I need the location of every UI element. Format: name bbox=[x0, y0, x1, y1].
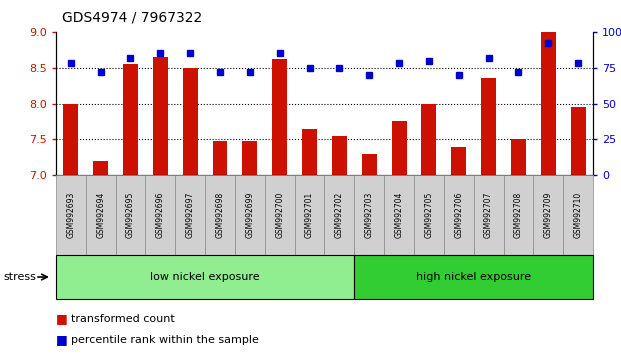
Bar bbox=[212, 141, 227, 175]
Text: GSM992694: GSM992694 bbox=[96, 192, 105, 238]
Text: GSM992695: GSM992695 bbox=[126, 192, 135, 238]
Bar bbox=[481, 79, 496, 175]
Bar bbox=[444, 175, 474, 255]
Text: GSM992702: GSM992702 bbox=[335, 192, 344, 238]
Text: GSM992693: GSM992693 bbox=[66, 192, 75, 238]
Bar bbox=[145, 175, 175, 255]
Bar bbox=[474, 175, 504, 255]
Text: transformed count: transformed count bbox=[71, 314, 175, 324]
Text: GSM992697: GSM992697 bbox=[186, 192, 194, 238]
Bar bbox=[116, 175, 145, 255]
Text: GDS4974 / 7967322: GDS4974 / 7967322 bbox=[62, 11, 202, 25]
Bar bbox=[175, 175, 205, 255]
Bar bbox=[153, 57, 168, 175]
Text: ■: ■ bbox=[56, 312, 68, 325]
Bar bbox=[86, 175, 116, 255]
Bar bbox=[242, 141, 257, 175]
Text: percentile rank within the sample: percentile rank within the sample bbox=[71, 335, 260, 345]
Bar bbox=[235, 175, 265, 255]
Bar bbox=[93, 161, 108, 175]
Bar bbox=[56, 255, 355, 299]
Text: high nickel exposure: high nickel exposure bbox=[416, 272, 531, 282]
Bar bbox=[422, 103, 437, 175]
Text: GSM992698: GSM992698 bbox=[215, 192, 225, 238]
Bar bbox=[451, 147, 466, 175]
Text: GSM992706: GSM992706 bbox=[455, 192, 463, 238]
Bar bbox=[355, 175, 384, 255]
Bar bbox=[563, 175, 593, 255]
Bar bbox=[324, 175, 355, 255]
Text: GSM992709: GSM992709 bbox=[544, 192, 553, 238]
Bar bbox=[414, 175, 444, 255]
Bar bbox=[571, 107, 586, 175]
Bar bbox=[183, 68, 197, 175]
Text: low nickel exposure: low nickel exposure bbox=[150, 272, 260, 282]
Bar bbox=[355, 255, 593, 299]
Text: GSM992696: GSM992696 bbox=[156, 192, 165, 238]
Bar bbox=[63, 103, 78, 175]
Text: GSM992700: GSM992700 bbox=[275, 192, 284, 238]
Bar bbox=[511, 139, 526, 175]
Bar bbox=[332, 136, 347, 175]
Text: stress: stress bbox=[3, 272, 36, 282]
Text: ■: ■ bbox=[56, 333, 68, 346]
Bar bbox=[302, 129, 317, 175]
Bar bbox=[541, 32, 556, 175]
Text: GSM992703: GSM992703 bbox=[365, 192, 374, 238]
Bar bbox=[294, 175, 324, 255]
Text: GSM992710: GSM992710 bbox=[574, 192, 582, 238]
Text: GSM992704: GSM992704 bbox=[394, 192, 404, 238]
Bar bbox=[265, 175, 294, 255]
Text: GSM992699: GSM992699 bbox=[245, 192, 255, 238]
Text: GSM992705: GSM992705 bbox=[424, 192, 433, 238]
Text: GSM992708: GSM992708 bbox=[514, 192, 523, 238]
Bar bbox=[205, 175, 235, 255]
Text: GSM992707: GSM992707 bbox=[484, 192, 493, 238]
Bar bbox=[272, 59, 287, 175]
Text: GSM992701: GSM992701 bbox=[305, 192, 314, 238]
Bar bbox=[392, 121, 407, 175]
Bar bbox=[123, 64, 138, 175]
Bar bbox=[384, 175, 414, 255]
Bar bbox=[504, 175, 533, 255]
Bar bbox=[362, 154, 377, 175]
Bar bbox=[56, 175, 86, 255]
Bar bbox=[533, 175, 563, 255]
